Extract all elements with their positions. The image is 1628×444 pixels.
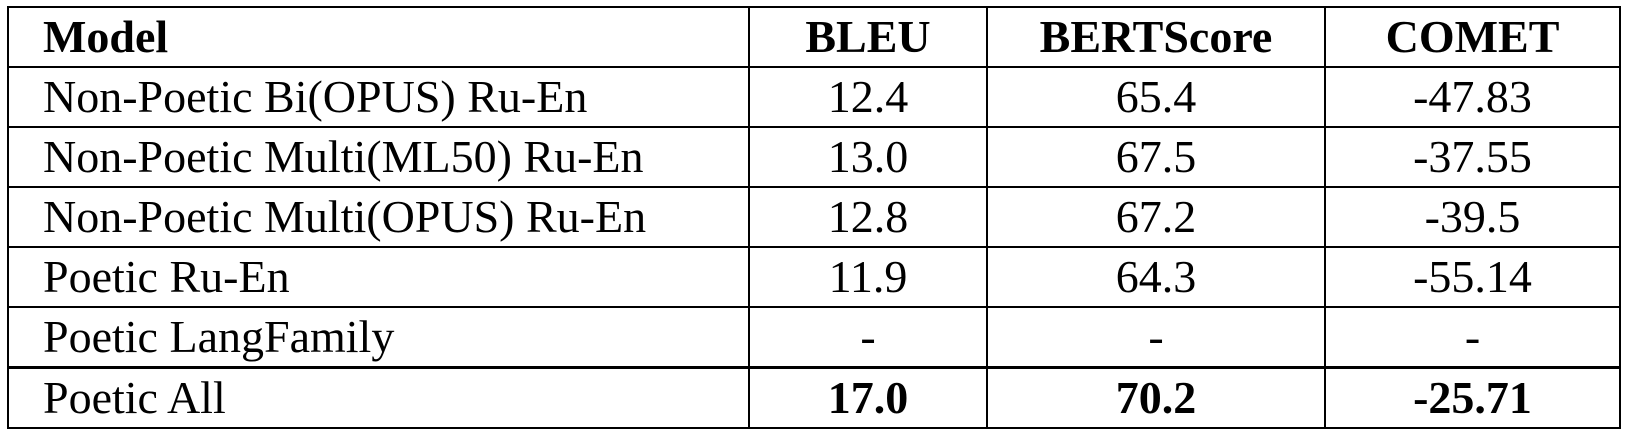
bertscore-cell-best: 70.2 <box>986 366 1326 429</box>
bertscore-cell: 65.4 <box>986 66 1326 128</box>
table-row: Poetic LangFamily - - - <box>7 306 1621 369</box>
table-row: Poetic Ru-En 11.9 64.3 -55.14 <box>7 246 1621 308</box>
bleu-cell-best: 17.0 <box>748 366 988 429</box>
comet-cell: - <box>1324 306 1621 369</box>
comet-cell: -47.83 <box>1324 66 1621 128</box>
model-cell: Poetic LangFamily <box>7 306 750 369</box>
bleu-cell: 12.4 <box>748 66 988 128</box>
bertscore-cell: 64.3 <box>986 246 1326 308</box>
bleu-cell: 12.8 <box>748 186 988 248</box>
table-row: Non-Poetic Bi(OPUS) Ru-En 12.4 65.4 -47.… <box>7 66 1621 128</box>
model-cell: Poetic Ru-En <box>7 246 750 308</box>
model-cell: Non-Poetic Bi(OPUS) Ru-En <box>7 66 750 128</box>
results-table: Model BLEU BERTScore COMET Non-Poetic Bi… <box>7 6 1621 429</box>
comet-cell: -37.55 <box>1324 126 1621 188</box>
comet-cell: -55.14 <box>1324 246 1621 308</box>
table-row-best: Poetic All 17.0 70.2 -25.71 <box>7 366 1621 429</box>
header-bertscore: BERTScore <box>986 6 1326 68</box>
bertscore-cell: - <box>986 306 1326 369</box>
bleu-cell: - <box>748 306 988 369</box>
model-cell: Non-Poetic Multi(OPUS) Ru-En <box>7 186 750 248</box>
table-row: Non-Poetic Multi(ML50) Ru-En 13.0 67.5 -… <box>7 126 1621 188</box>
bertscore-cell: 67.2 <box>986 186 1326 248</box>
model-cell: Poetic All <box>7 366 750 429</box>
table-row: Non-Poetic Multi(OPUS) Ru-En 12.8 67.2 -… <box>7 186 1621 248</box>
header-bleu: BLEU <box>748 6 988 68</box>
model-cell: Non-Poetic Multi(ML50) Ru-En <box>7 126 750 188</box>
comet-cell: -39.5 <box>1324 186 1621 248</box>
header-comet: COMET <box>1324 6 1621 68</box>
bleu-cell: 13.0 <box>748 126 988 188</box>
comet-cell-best: -25.71 <box>1324 366 1621 429</box>
bertscore-cell: 67.5 <box>986 126 1326 188</box>
header-model: Model <box>7 6 750 68</box>
table-header-row: Model BLEU BERTScore COMET <box>7 6 1621 68</box>
bleu-cell: 11.9 <box>748 246 988 308</box>
